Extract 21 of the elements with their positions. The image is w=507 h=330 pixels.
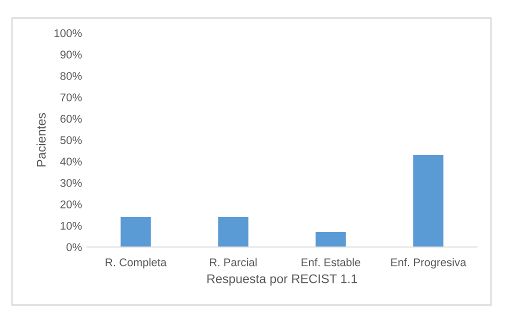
- x-tick-label: R. Completa: [106, 258, 167, 268]
- bar: [413, 154, 444, 247]
- y-tick-label: 10%: [60, 222, 82, 230]
- x-tick-label: R. Parcial: [210, 258, 257, 266]
- y-tick-label: 90%: [60, 50, 82, 59]
- y-tick-label: 30%: [60, 179, 82, 187]
- y-tick-label: 0%: [66, 243, 82, 252]
- bar: [316, 232, 346, 247]
- x-axis-title: Respuesta por RECIST 1.1: [207, 274, 358, 286]
- bar: [120, 217, 151, 247]
- y-tick-label: 20%: [60, 200, 82, 208]
- bar: [218, 217, 248, 247]
- x-tick-label: Enf. Estable: [302, 258, 360, 266]
- y-tick-label: 100%: [54, 29, 82, 38]
- y-axis-title: Pacientes: [36, 113, 46, 166]
- y-tick-label: 50%: [60, 136, 82, 144]
- y-tick-label: 40%: [60, 158, 82, 166]
- y-tick-label: 70%: [60, 93, 82, 102]
- y-tick-label: 80%: [60, 72, 82, 80]
- y-tick-label: 60%: [60, 114, 82, 123]
- x-tick-label: Enf. Progresiva: [391, 258, 466, 268]
